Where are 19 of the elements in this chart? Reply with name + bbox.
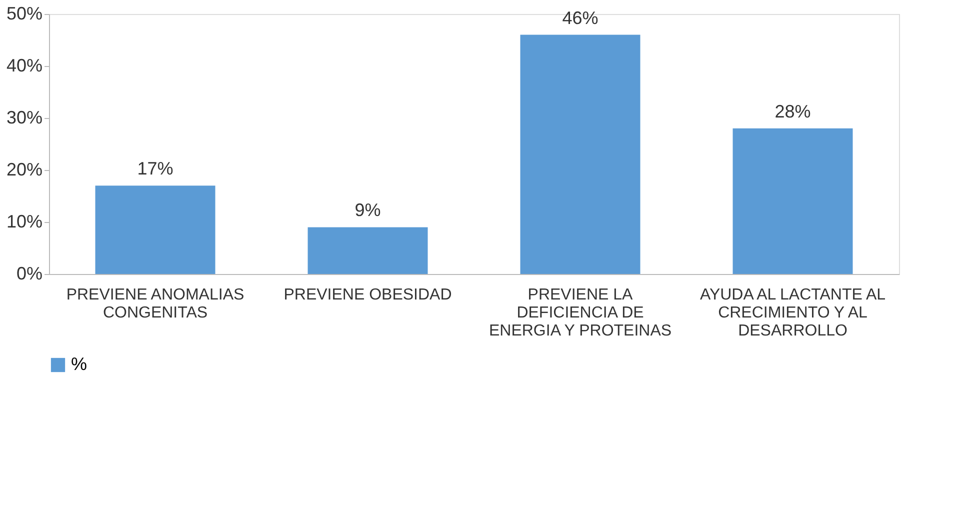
bar [732,128,853,274]
y-tick-label: 30% [6,108,42,128]
x-tick-label: PREVIENE LA DEFICIENCIA DE ENERGIA Y PROTEINAS [488,286,672,340]
bar [308,227,428,274]
x-tick-label: PREVIENE OBESIDAD [284,286,452,304]
data-label: 17% [137,158,174,179]
y-tick-label: 10% [6,212,42,232]
x-tick-label: AYUDA AL LACTANTE AL CRECIMIENTO Y AL DESARROLLO [700,286,886,340]
y-tick-label: 50% [6,4,42,24]
legend-label: % [71,354,88,374]
y-tick-label: 20% [6,160,42,180]
bar [520,34,640,274]
data-label: 9% [354,200,381,220]
data-label: 46% [562,8,598,28]
y-tick-label: 40% [6,56,42,76]
y-tick-label: 0% [16,264,42,284]
x-tick-label: PREVIENE ANOMALIAS CONGENITAS [66,286,244,322]
bar [95,186,216,274]
data-label: 28% [774,101,811,122]
